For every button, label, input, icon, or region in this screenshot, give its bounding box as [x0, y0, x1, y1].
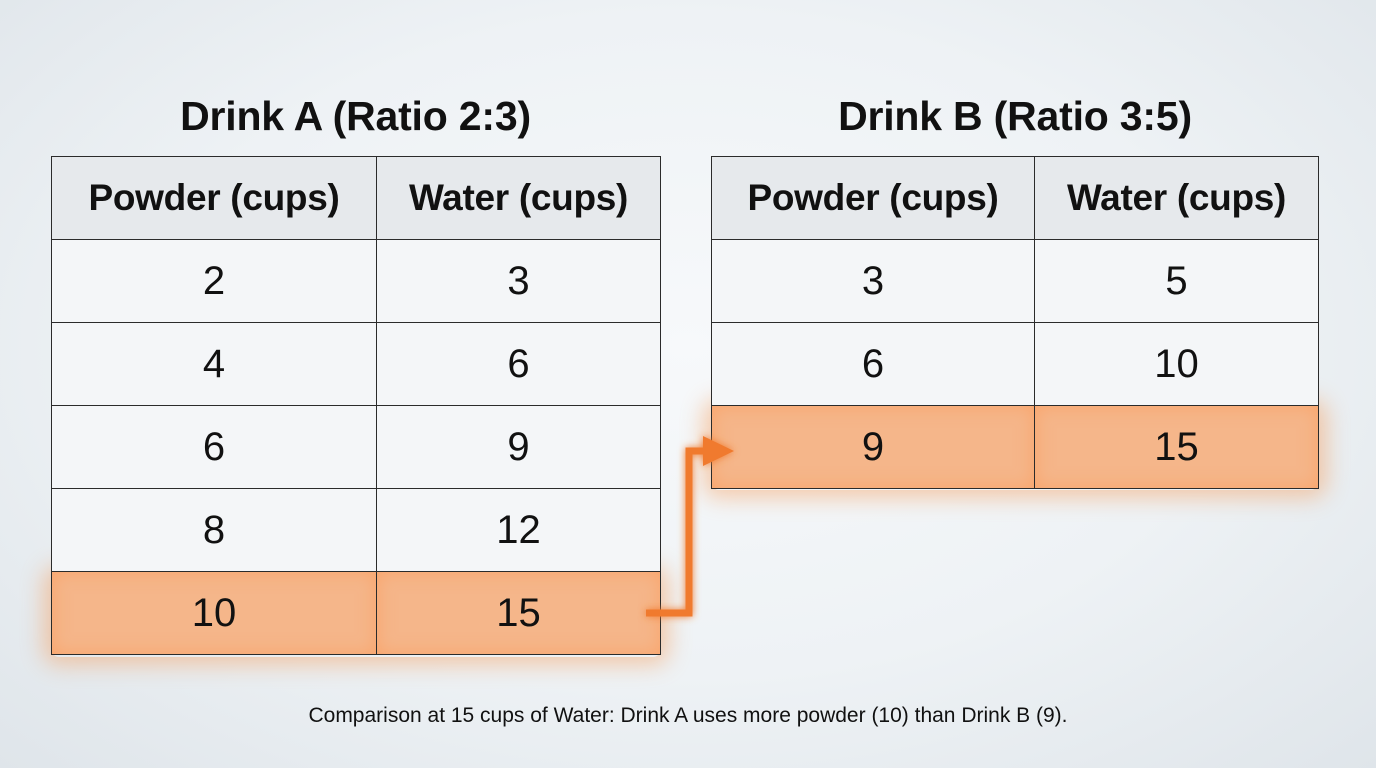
- drink-a-highlighted-row: 10 15: [51, 571, 661, 655]
- drink-a-row: 2 3: [51, 239, 661, 323]
- drink-b-powder-header: Powder (cups): [711, 156, 1035, 240]
- drink-a-header-row: Powder (cups) Water (cups): [51, 156, 661, 240]
- drink-b-row: 3 5: [711, 239, 1319, 323]
- drink-b-powder-cell: 6: [711, 322, 1035, 406]
- drink-b-water-cell: 10: [1034, 322, 1319, 406]
- drink-b-water-cell: 15: [1034, 405, 1319, 489]
- drink-a-powder-cell: 8: [51, 488, 377, 572]
- drink-a-water-cell: 15: [376, 571, 661, 655]
- drink-b-row: 6 10: [711, 322, 1319, 406]
- drink-b-title: Drink B (Ratio 3:5): [838, 93, 1192, 139]
- drink-b-water-header: Water (cups): [1034, 156, 1319, 240]
- drink-a-row: 6 9: [51, 405, 661, 489]
- drink-b-powder-cell: 3: [711, 239, 1035, 323]
- drink-a-water-cell: 6: [376, 322, 661, 406]
- drink-a-row: 8 12: [51, 488, 661, 572]
- drink-a-water-cell: 9: [376, 405, 661, 489]
- drink-b-header-row: Powder (cups) Water (cups): [711, 156, 1319, 240]
- drink-a-water-cell: 12: [376, 488, 661, 572]
- drink-b-powder-cell: 9: [711, 405, 1035, 489]
- comparison-caption: Comparison at 15 cups of Water: Drink A …: [308, 704, 1068, 727]
- drink-a-water-cell: 3: [376, 239, 661, 323]
- drink-a-table: Powder (cups) Water (cups) 2 3 4 6 6 9 8…: [51, 156, 661, 655]
- drink-a-powder-cell: 4: [51, 322, 377, 406]
- drink-b-highlighted-row: 9 15: [711, 405, 1319, 489]
- drink-a-powder-cell: 10: [51, 571, 377, 655]
- drink-a-powder-header: Powder (cups): [51, 156, 377, 240]
- drink-b-table: Powder (cups) Water (cups) 3 5 6 10 9 15: [711, 156, 1319, 489]
- drink-a-water-header: Water (cups): [376, 156, 661, 240]
- drink-a-title: Drink A (Ratio 2:3): [180, 93, 531, 139]
- drink-a-row: 4 6: [51, 322, 661, 406]
- drink-a-powder-cell: 6: [51, 405, 377, 489]
- drink-b-water-cell: 5: [1034, 239, 1319, 323]
- drink-a-powder-cell: 2: [51, 239, 377, 323]
